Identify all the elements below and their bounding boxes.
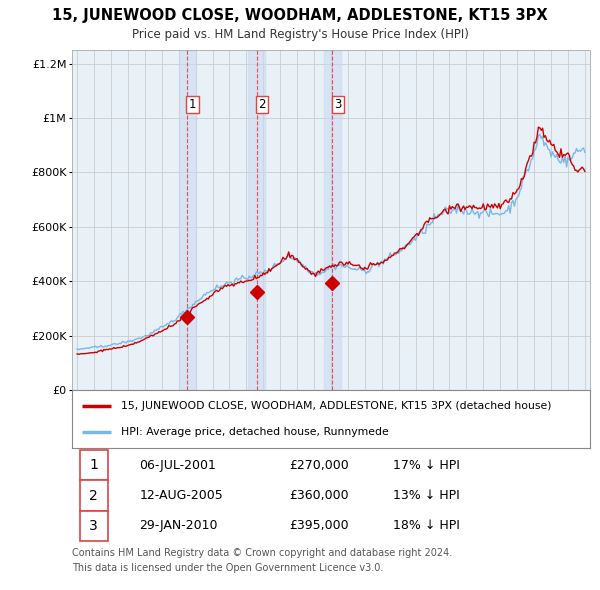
Text: 2: 2 — [89, 489, 98, 503]
Text: £270,000: £270,000 — [290, 458, 349, 471]
Bar — [248, 50, 265, 390]
Text: 1: 1 — [189, 98, 196, 111]
Text: 17% ↓ HPI: 17% ↓ HPI — [393, 458, 460, 471]
Text: 3: 3 — [334, 98, 341, 111]
Text: Price paid vs. HM Land Registry's House Price Index (HPI): Price paid vs. HM Land Registry's House … — [131, 28, 469, 41]
Text: This data is licensed under the Open Government Licence v3.0.: This data is licensed under the Open Gov… — [72, 563, 383, 573]
Text: £360,000: £360,000 — [290, 489, 349, 502]
Text: 2: 2 — [258, 98, 266, 111]
Text: 15, JUNEWOOD CLOSE, WOODHAM, ADDLESTONE, KT15 3PX: 15, JUNEWOOD CLOSE, WOODHAM, ADDLESTONE,… — [52, 8, 548, 23]
FancyBboxPatch shape — [80, 511, 108, 541]
Text: Contains HM Land Registry data © Crown copyright and database right 2024.: Contains HM Land Registry data © Crown c… — [72, 548, 452, 558]
Bar — [179, 50, 196, 390]
Text: 3: 3 — [89, 519, 98, 533]
Bar — [324, 50, 341, 390]
Text: HPI: Average price, detached house, Runnymede: HPI: Average price, detached house, Runn… — [121, 427, 389, 437]
Text: 12-AUG-2005: 12-AUG-2005 — [139, 489, 223, 502]
Text: 13% ↓ HPI: 13% ↓ HPI — [393, 489, 460, 502]
Text: 06-JUL-2001: 06-JUL-2001 — [139, 458, 216, 471]
Text: 1: 1 — [89, 458, 98, 472]
Text: 15, JUNEWOOD CLOSE, WOODHAM, ADDLESTONE, KT15 3PX (detached house): 15, JUNEWOOD CLOSE, WOODHAM, ADDLESTONE,… — [121, 401, 552, 411]
FancyBboxPatch shape — [80, 480, 108, 511]
Text: 18% ↓ HPI: 18% ↓ HPI — [393, 519, 460, 532]
Text: 29-JAN-2010: 29-JAN-2010 — [139, 519, 218, 532]
FancyBboxPatch shape — [80, 450, 108, 480]
Text: £395,000: £395,000 — [290, 519, 349, 532]
